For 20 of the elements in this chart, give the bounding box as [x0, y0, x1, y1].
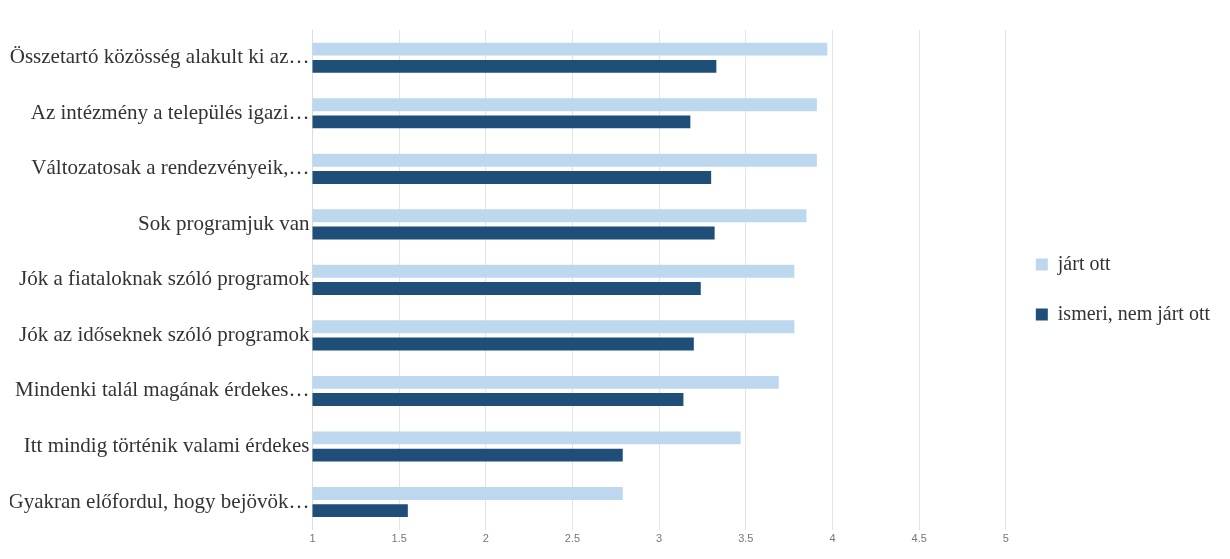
x-tick-label: 5 — [1002, 532, 1009, 545]
x-tick-label: 2.5 — [564, 532, 581, 545]
legend-label: ismeri, nem járt ott — [1057, 301, 1211, 325]
y-tick-label: Mindenki talál magának érdekes… — [15, 377, 310, 402]
x-tick-label: 1.5 — [391, 532, 407, 545]
y-tick-label: Gyakran előfordul, hogy bejövök… — [8, 488, 310, 513]
x-tick-label: 3.5 — [738, 532, 754, 545]
x-tick-label: 1 — [309, 532, 316, 545]
y-tick-label: Jók a fiataloknak szóló programok — [19, 266, 310, 291]
x-tick-label: 4 — [829, 532, 836, 545]
x-tick-label: 4.5 — [911, 532, 927, 545]
x-tick-label: 2 — [482, 532, 489, 545]
y-tick-label: Összetartó közösség alakult ki az… — [9, 44, 310, 69]
y-tick-label: Itt mindig történik valami érdekes — [23, 433, 310, 458]
y-tick-label: Jók az időseknek szóló programok — [19, 321, 310, 346]
legend-label: járt ott — [1056, 251, 1112, 275]
y-tick-label: Az intézmény a település igazi… — [30, 99, 310, 124]
y-tick-label: Változatosak a rendezvényeik,… — [31, 155, 310, 180]
y-tick-label: Sok programjuk van — [138, 210, 310, 235]
x-tick-label: 3 — [656, 532, 663, 545]
